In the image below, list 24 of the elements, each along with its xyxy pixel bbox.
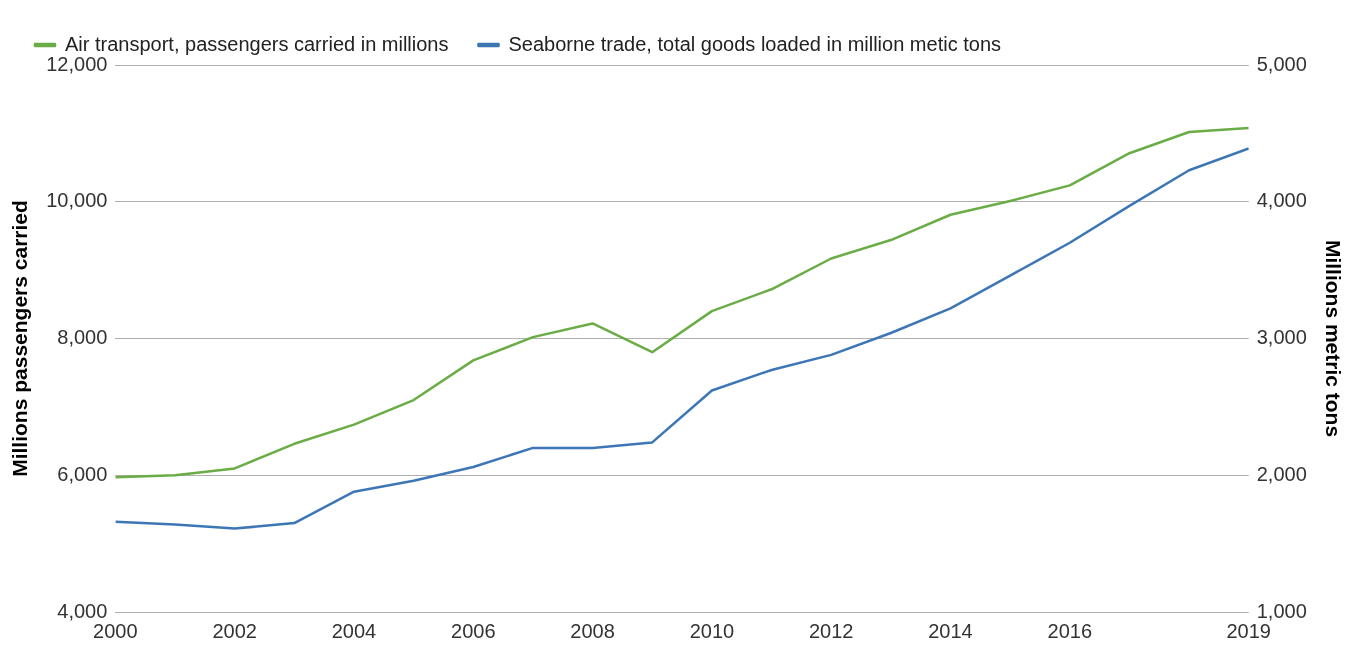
legend-label: Air transport, passengers carried in millions [65, 32, 449, 55]
x-tick-label: 2016 [1047, 619, 1093, 642]
y-tick-label: 4,000 [57, 599, 108, 622]
y-tick-label: 10,000 [46, 189, 108, 212]
y-tick-label: 12,000 [46, 52, 108, 75]
x-tick-label: 2006 [451, 619, 496, 642]
x-tick-label: 2012 [808, 619, 854, 642]
y-tick-label: 6,000 [57, 462, 108, 485]
x-tick-label: 2002 [212, 619, 257, 642]
x-tick-label: 2008 [570, 619, 615, 642]
y2-axis-title: Millions metric tons [1321, 239, 1345, 438]
legend-label: Seaborne trade, total goods loaded in million metic tons [508, 32, 1002, 55]
x-tick-label: 2014 [928, 619, 973, 642]
y2-tick-label: 3,000 [1256, 326, 1307, 349]
y2-tick-label: 4,000 [1256, 189, 1307, 212]
y2-tick-label: 5,000 [1256, 52, 1307, 75]
y-tick-label: 8,000 [57, 326, 108, 349]
x-tick-label: 2010 [689, 619, 735, 642]
y2-tick-label: 2,000 [1256, 462, 1307, 485]
y2-tick-label: 1,000 [1256, 599, 1307, 622]
x-tick-label: 2019 [1226, 619, 1271, 642]
x-tick-label: 2000 [93, 619, 138, 642]
y-axis-title: Millions passengers carried [8, 200, 32, 477]
x-tick-label: 2004 [331, 619, 377, 642]
